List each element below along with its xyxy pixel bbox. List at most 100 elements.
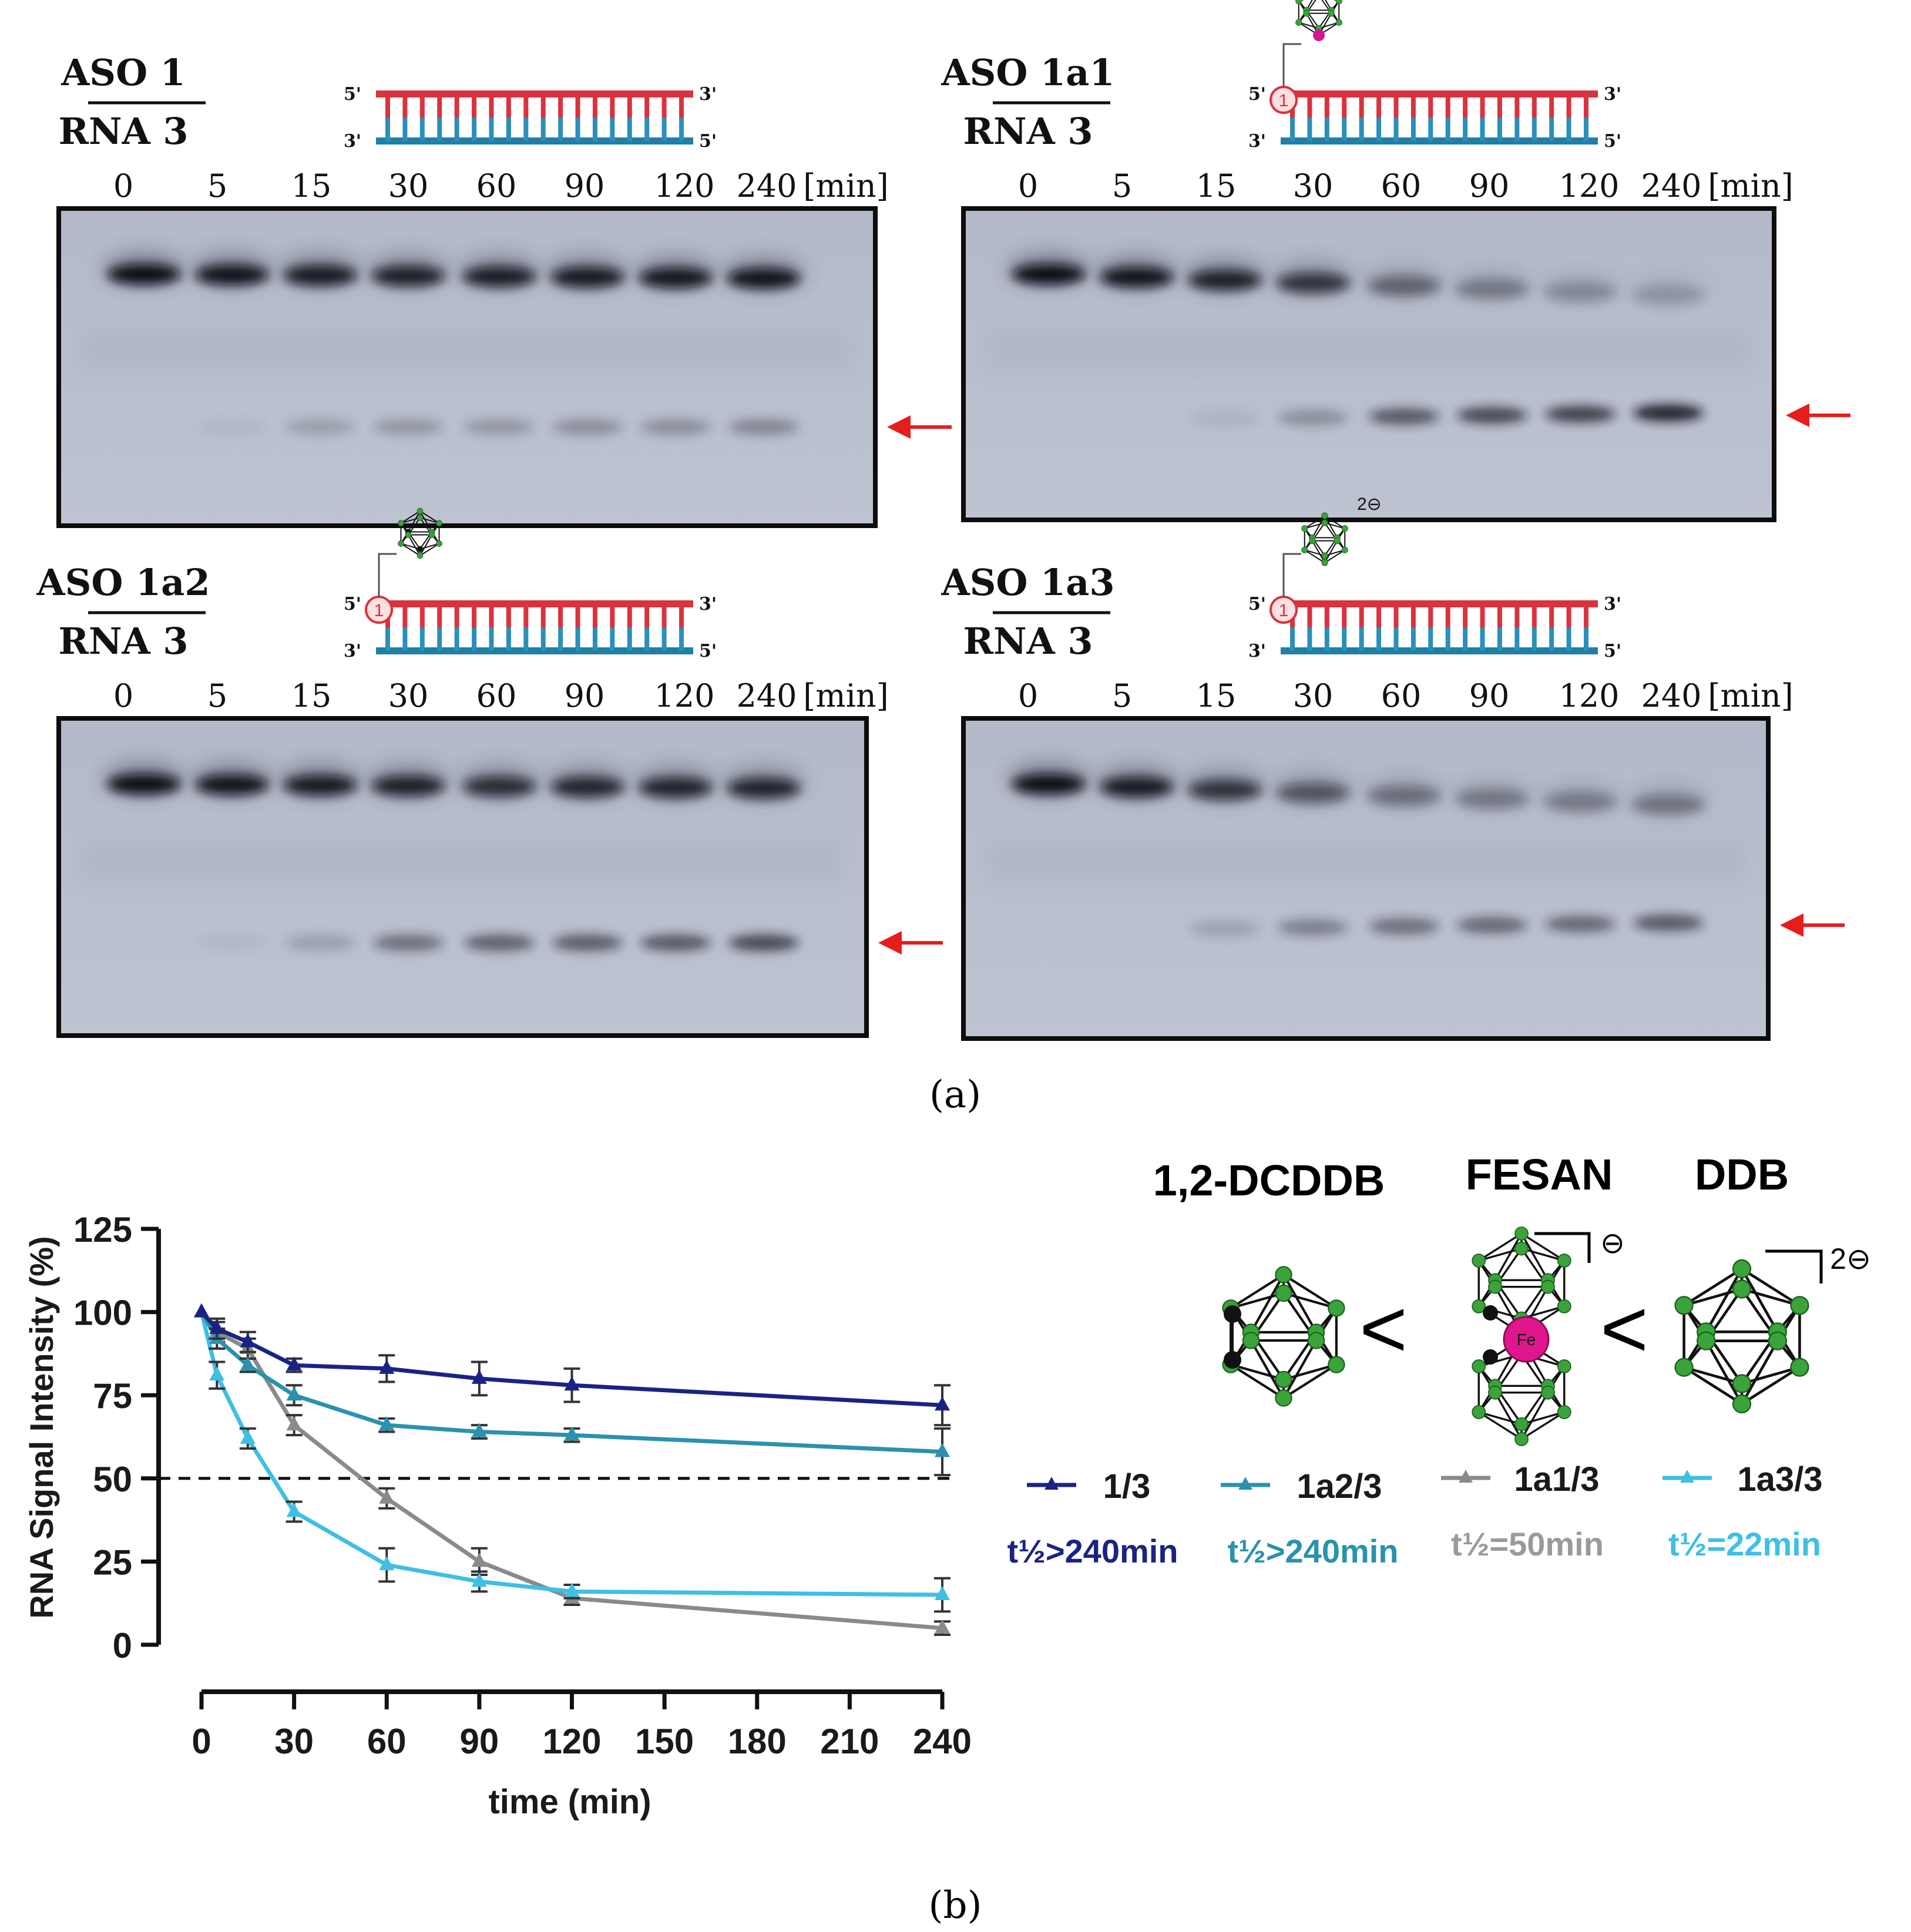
- cleavage-band: [373, 419, 444, 435]
- full-length-band: [1277, 273, 1349, 293]
- full-length-band: [1632, 795, 1705, 815]
- cleavage-band: [728, 419, 799, 435]
- lane-label: 0: [1018, 167, 1038, 204]
- gel-title-aso: ASO 1a1: [941, 51, 1115, 94]
- x-tick-label: 210: [820, 1722, 879, 1761]
- ddb-charge: 2⊖: [1830, 1242, 1871, 1275]
- x-tick-label: 150: [635, 1722, 694, 1761]
- x-tick-label: 60: [367, 1722, 407, 1761]
- data-point: [209, 1319, 225, 1334]
- full-length-band: [1012, 264, 1085, 284]
- full-length-band: [1188, 780, 1261, 800]
- svg-text:5': 5': [1604, 131, 1621, 152]
- cleavage-band: [1278, 919, 1348, 936]
- legend-marker-1a2-3: [1238, 1477, 1252, 1490]
- cleavage-band: [1369, 918, 1439, 935]
- duplex-diagram: 5' 3' 3' 5' 1 2⊖: [1248, 495, 1621, 661]
- legend-label-1a3-3: 1a3/3: [1737, 1460, 1822, 1498]
- lane-label: 5: [1112, 167, 1132, 204]
- fesan-structure-icon: Fe: [1472, 1227, 1571, 1446]
- svg-text:3': 3': [1604, 594, 1621, 614]
- gel-panel-aso1a2: ASO 1a2 RNA 3 5' 3' 3' 5' 1 0 5 15 30 60 90 120 240 [mi…: [36, 508, 943, 1038]
- lane-label: 120: [1559, 167, 1619, 204]
- cleavage-band: [1190, 411, 1260, 427]
- data-point: [379, 1556, 395, 1571]
- full-length-band: [1277, 783, 1349, 803]
- svg-text:3': 3': [1248, 131, 1266, 152]
- cleavage-band: [197, 935, 267, 951]
- cluster-name-dcddb: 1,2-DCDDB: [1153, 1156, 1385, 1205]
- svg-text:Fe: Fe: [1517, 1330, 1536, 1349]
- svg-text:5': 5': [699, 641, 717, 661]
- ddb-charge-bracket: [1765, 1249, 1823, 1283]
- cleavage-band: [552, 419, 623, 435]
- full-length-band: [639, 778, 712, 798]
- y-tick-label: 75: [93, 1376, 132, 1416]
- full-length-band: [1544, 282, 1617, 302]
- duplex-diagram: 5'3'3'5'1⊖: [1248, 0, 1621, 152]
- svg-text:3': 3': [699, 594, 717, 614]
- svg-text:3': 3': [1248, 641, 1266, 661]
- full-length-band: [284, 266, 357, 285]
- data-point: [286, 1356, 302, 1371]
- x-tick-label: 180: [728, 1722, 787, 1761]
- gel-image: [961, 716, 1771, 1041]
- cleavage-band: [728, 935, 799, 951]
- dcddb-structure-icon: [1222, 1266, 1345, 1407]
- legend-item-1-3: 1/3 t½>240min: [1007, 1467, 1178, 1570]
- lane-label: 30: [388, 167, 429, 204]
- lane-label: 0: [1018, 677, 1038, 714]
- cleavage-band: [640, 419, 711, 435]
- data-point: [471, 1423, 487, 1437]
- full-length-band: [551, 777, 624, 797]
- comparator-2: <: [1600, 1282, 1648, 1375]
- cleavage-band: [1633, 915, 1704, 931]
- legend-label-1a2-3: 1a2/3: [1297, 1467, 1382, 1506]
- full-length-band: [1188, 270, 1261, 290]
- full-length-band: [1368, 786, 1440, 806]
- data-point: [935, 1586, 950, 1601]
- gel-title-aso: ASO 1a2: [36, 561, 210, 604]
- lane-label: 240: [736, 677, 797, 714]
- x-tick-label: 0: [192, 1722, 211, 1761]
- data-point: [194, 1303, 209, 1318]
- cleavage-band: [552, 935, 623, 951]
- data-point: [286, 1416, 302, 1431]
- lane-label: 15: [291, 677, 332, 714]
- lane-label: 15: [1196, 167, 1237, 204]
- full-length-band: [639, 268, 712, 288]
- cleavage-arrow-icon: [878, 931, 943, 955]
- data-point: [564, 1582, 580, 1597]
- lane-label: 120: [654, 677, 714, 714]
- legend-marker-1-3: [1044, 1477, 1059, 1490]
- ddb-structure-icon: [1674, 1259, 1809, 1414]
- unit-label: [min]: [1708, 167, 1793, 204]
- gel-image: [56, 716, 869, 1038]
- lane-label: 15: [1196, 677, 1237, 714]
- gel-title-rna: RNA 3: [963, 620, 1093, 663]
- data-point: [240, 1333, 256, 1348]
- legend-halflife-1a3-3: t½=22min: [1668, 1526, 1821, 1563]
- svg-text:5': 5': [1604, 641, 1621, 661]
- y-tick-label: 50: [93, 1460, 132, 1499]
- full-length-band: [1544, 792, 1617, 812]
- comparator-1: <: [1359, 1282, 1408, 1375]
- y-tick-label: 100: [73, 1293, 132, 1333]
- svg-text:3': 3': [1604, 84, 1621, 105]
- cleavage-band: [1457, 407, 1527, 424]
- cleavage-arrow-icon: [887, 415, 952, 439]
- lane-label: 0: [113, 677, 133, 714]
- y-tick-label: 25: [93, 1543, 132, 1582]
- lane-label: 120: [1559, 677, 1619, 714]
- data-point: [935, 1396, 950, 1411]
- svg-text:1: 1: [374, 601, 384, 620]
- full-length-band: [284, 775, 357, 795]
- line-chart: RNA Signal Intensity (%) time (min) 0 25 5…: [23, 1210, 972, 1821]
- fesan-charge-bracket: [1534, 1232, 1591, 1263]
- legend-marker-1a1-3: [1459, 1470, 1473, 1483]
- unit-label: [min]: [803, 167, 888, 204]
- legend-halflife-1a1-3: t½=50min: [1451, 1526, 1604, 1563]
- y-tick-label: 0: [113, 1626, 132, 1665]
- duplex-diagram: 5' 3' 3' 5': [344, 84, 717, 152]
